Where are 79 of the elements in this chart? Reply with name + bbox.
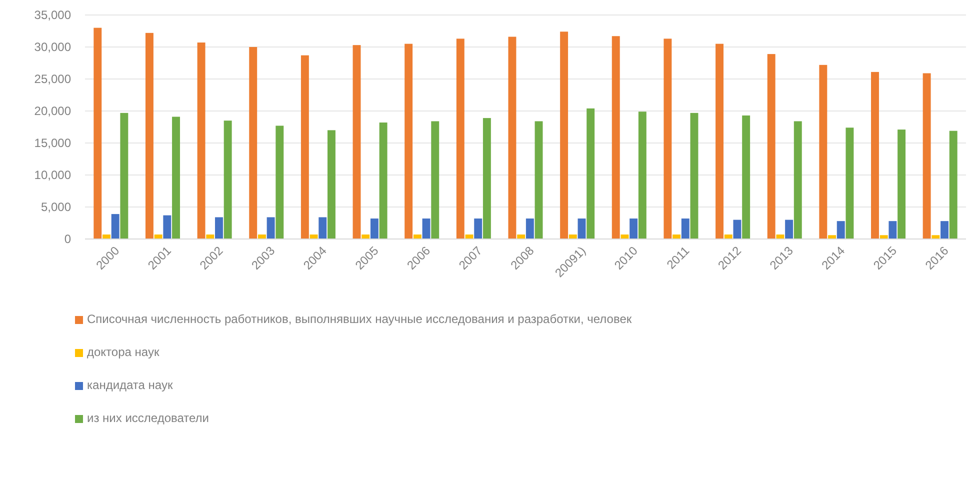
- bar: [526, 218, 534, 239]
- legend-label: Списочная численность работников, выполнявших научные исследования и разработки, человек: [87, 312, 632, 326]
- bar: [94, 28, 102, 239]
- bar: [276, 126, 284, 239]
- bar: [362, 234, 370, 239]
- bar: [638, 112, 646, 239]
- bar: [949, 130, 958, 239]
- y-tick-label: 25,000: [34, 72, 72, 86]
- bar: [785, 220, 794, 239]
- bar: [352, 45, 361, 239]
- bar: [724, 234, 732, 239]
- bar: [871, 72, 879, 239]
- bar: [742, 115, 750, 239]
- y-tick-label: 35,000: [34, 8, 72, 22]
- bar: [681, 218, 690, 239]
- bar: [318, 217, 327, 239]
- bar: [940, 221, 948, 239]
- bar: [431, 121, 440, 239]
- y-tick-label: 30,000: [34, 40, 72, 54]
- bar: [836, 221, 845, 239]
- bar: [888, 221, 897, 239]
- bar: [172, 116, 180, 239]
- bar: [922, 73, 931, 239]
- bar: [578, 218, 586, 239]
- bar: [672, 234, 681, 239]
- bar: [120, 112, 128, 239]
- bar: [690, 112, 698, 239]
- legend-label: кандидата наук: [87, 378, 174, 392]
- bar: [258, 234, 266, 239]
- bar: [370, 218, 378, 239]
- bar: [568, 234, 577, 239]
- bar: [898, 130, 906, 239]
- bar: [880, 235, 888, 239]
- bar: [517, 234, 526, 239]
- bar: [300, 55, 309, 239]
- bar: [664, 38, 672, 239]
- bar: [197, 42, 206, 239]
- legend-label: доктора наук: [87, 345, 160, 359]
- bar: [630, 218, 638, 239]
- bar: [310, 234, 318, 239]
- bar: [163, 215, 172, 239]
- bar: [145, 32, 154, 239]
- bar: [474, 218, 482, 239]
- bar: [154, 234, 162, 239]
- bar: [534, 121, 543, 239]
- bar: [404, 44, 413, 239]
- bar: [249, 47, 258, 239]
- bar: [508, 36, 516, 239]
- bar: [620, 234, 629, 239]
- bar: [215, 217, 223, 239]
- bar: [733, 220, 742, 239]
- bar: [767, 54, 776, 239]
- y-tick-label: 15,000: [34, 136, 72, 150]
- y-tick-label: 10,000: [34, 168, 72, 182]
- bar: [819, 64, 828, 239]
- bar: [111, 214, 120, 239]
- bar: [586, 108, 595, 239]
- bar: [794, 121, 802, 239]
- bar: [456, 38, 464, 239]
- bar: [224, 120, 232, 239]
- bar: [482, 118, 491, 239]
- bar: [776, 234, 784, 239]
- bar: [716, 44, 724, 239]
- bar: [560, 32, 568, 239]
- bar: [846, 128, 854, 239]
- bar: [932, 235, 940, 239]
- bar: [422, 218, 430, 239]
- bar: [612, 36, 620, 239]
- bar: [206, 234, 214, 239]
- bar: [327, 130, 336, 239]
- y-tick-label: 20,000: [34, 104, 72, 118]
- bar: [413, 234, 422, 239]
- bar: [102, 234, 110, 239]
- y-tick-label: 0: [64, 232, 72, 246]
- bar: [379, 122, 388, 239]
- y-tick-label: 5,000: [40, 200, 72, 214]
- bar: [266, 217, 275, 239]
- legend-label: из них исследователи: [87, 411, 209, 425]
- bar: [828, 235, 836, 239]
